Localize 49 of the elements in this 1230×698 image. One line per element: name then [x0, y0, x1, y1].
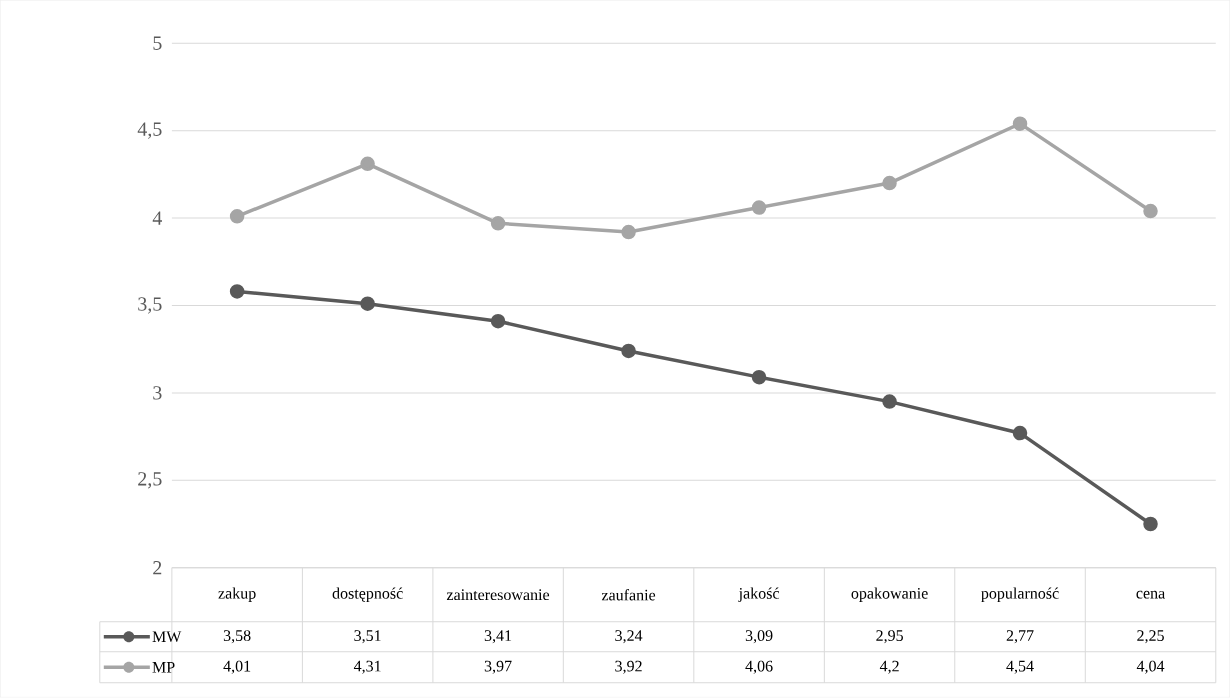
x-tick-label: opakowanie: [851, 587, 928, 603]
legend-label: MP: [152, 662, 175, 673]
y-tick-label: 3: [153, 386, 162, 400]
point: [360, 296, 375, 312]
data-label: 4,04: [1136, 660, 1165, 675]
y-tick-label: 3,5: [138, 297, 162, 314]
point: [1143, 204, 1158, 219]
point: [490, 216, 506, 231]
data-label: 2,25: [1137, 630, 1164, 644]
data-label: 4,54: [1006, 661, 1034, 675]
point: [621, 225, 636, 240]
point: [490, 314, 506, 329]
data-label: 4,01: [223, 660, 251, 675]
data-label: 3,09: [745, 630, 773, 644]
legend-label: MW: [152, 631, 182, 643]
point: [751, 200, 767, 216]
point: [229, 284, 245, 299]
data-label: 2,95: [876, 630, 903, 644]
point: [751, 370, 767, 385]
x-tick-label: zakup: [218, 587, 256, 603]
point: [621, 343, 636, 359]
data-label: 3,97: [484, 661, 512, 675]
y-tick-label: 2,5: [138, 472, 162, 489]
x-tick-label: popularność: [981, 587, 1059, 603]
point: [229, 209, 245, 224]
x-tick-label: jakość: [738, 587, 780, 603]
point: [360, 156, 375, 172]
x-tick-label: zainteresowanie: [446, 589, 550, 601]
data-label: 4,06: [745, 660, 773, 675]
y-tick-label: 5: [153, 36, 162, 51]
point: [1012, 426, 1028, 441]
data-label: 3,41: [484, 630, 512, 644]
data-label: 4,2: [879, 661, 899, 675]
y-tick-label: 4: [152, 211, 163, 225]
data-label: 2,77: [1006, 630, 1034, 644]
point: [882, 176, 897, 191]
data-label: 3,58: [223, 630, 251, 644]
point: [882, 394, 897, 410]
data-label: 3,92: [615, 661, 642, 675]
x-tick-label: zaufanie: [601, 589, 656, 601]
y-tick-label: 2: [153, 561, 162, 575]
y-tick-label: 4,5: [137, 122, 162, 140]
data-label: 3,24: [615, 630, 643, 644]
data-label: 3,51: [354, 630, 381, 644]
x-tick-label: cena: [1136, 591, 1165, 599]
point: [1143, 516, 1158, 532]
data-label: 4,31: [353, 661, 381, 675]
point: [1012, 116, 1028, 132]
x-tick-label: dostępność: [332, 587, 403, 603]
